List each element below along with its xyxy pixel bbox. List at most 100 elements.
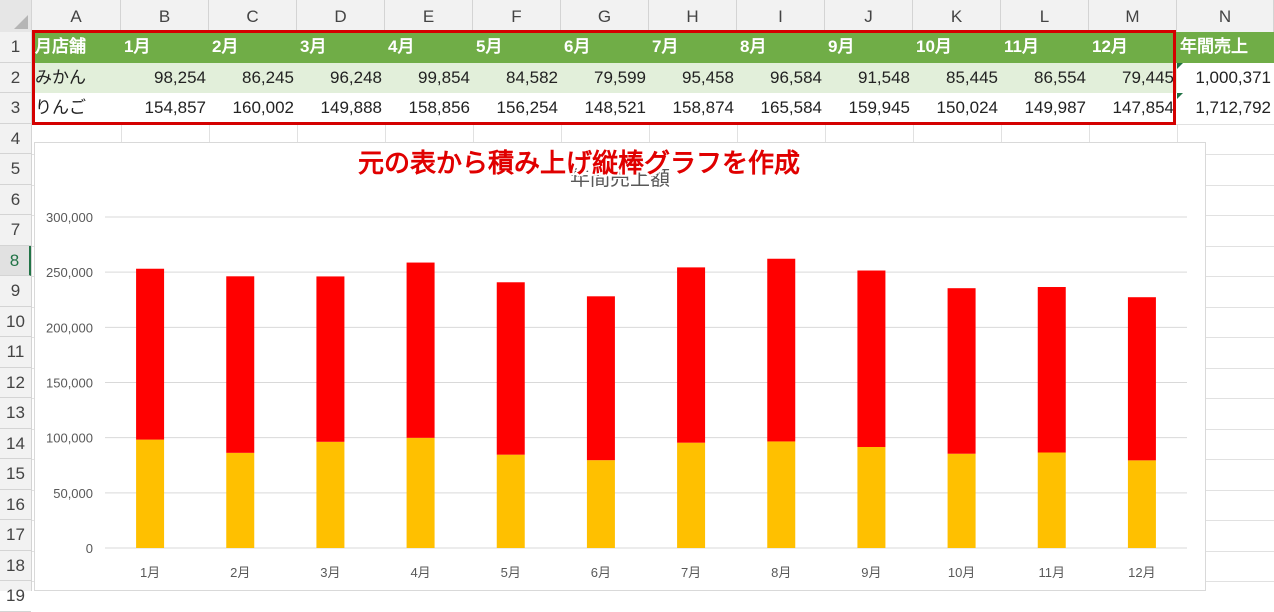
column-header-j[interactable]: J <box>825 0 913 32</box>
data-cell[interactable]: 86,554 <box>1001 62 1089 93</box>
column-header-l[interactable]: L <box>1001 0 1089 32</box>
data-cell[interactable]: みかん <box>32 62 121 93</box>
row-header-11[interactable]: 11 <box>0 337 31 368</box>
bar-segment[interactable] <box>136 268 165 440</box>
column-header-m[interactable]: M <box>1089 0 1177 32</box>
data-cell[interactable]: 148,521 <box>561 93 649 124</box>
header-cell[interactable]: 8月 <box>737 32 825 63</box>
data-cell[interactable]: 86,245 <box>209 62 297 93</box>
header-cell[interactable]: 年間売上 <box>1177 32 1274 63</box>
data-cell[interactable]: 154,857 <box>121 93 209 124</box>
bar-segment[interactable] <box>316 276 345 442</box>
column-header-g[interactable]: G <box>561 0 649 32</box>
data-cell[interactable]: 96,584 <box>737 62 825 93</box>
header-cell[interactable]: 4月 <box>385 32 473 63</box>
data-cell[interactable]: 158,856 <box>385 93 473 124</box>
data-cell[interactable]: 1,000,371 <box>1177 62 1274 93</box>
column-header-a[interactable]: A <box>32 0 121 32</box>
bar-segment[interactable] <box>1037 287 1066 453</box>
row-header-7[interactable]: 7 <box>0 215 31 246</box>
data-cell[interactable]: 1,712,792 <box>1177 93 1274 124</box>
column-header-e[interactable]: E <box>385 0 473 32</box>
row-header-9[interactable]: 9 <box>0 276 31 307</box>
row-header-18[interactable]: 18 <box>0 551 31 581</box>
row-header-8[interactable]: 8 <box>0 245 31 276</box>
header-cell[interactable]: 11月 <box>1001 32 1089 63</box>
bar-segment[interactable] <box>947 288 976 454</box>
header-cell[interactable]: 月店舗 <box>32 32 121 63</box>
data-cell[interactable]: 95,458 <box>649 62 737 93</box>
header-cell[interactable]: 7月 <box>649 32 737 63</box>
bar-segment[interactable] <box>586 296 615 461</box>
bar-segment[interactable] <box>406 262 435 438</box>
data-cell[interactable]: 159,945 <box>825 93 913 124</box>
column-header-f[interactable]: F <box>473 0 561 32</box>
select-all-button[interactable] <box>0 0 32 32</box>
data-cell[interactable]: 79,599 <box>561 62 649 93</box>
error-indicator[interactable] <box>1177 93 1183 99</box>
stacked-bar-chart[interactable]: 年間売上額 0 50,000 100,000 150,000 200,000 250,000… <box>35 143 1205 590</box>
row-header-12[interactable]: 12 <box>0 368 31 398</box>
data-cell[interactable]: 165,584 <box>737 93 825 124</box>
column-header-i[interactable]: I <box>737 0 825 32</box>
row-header-15[interactable]: 15 <box>0 459 31 490</box>
data-cell[interactable]: 149,987 <box>1001 93 1089 124</box>
header-cell[interactable]: 2月 <box>209 32 297 63</box>
header-cell[interactable]: 1月 <box>121 32 209 63</box>
bar-segment[interactable] <box>947 453 976 548</box>
column-header-k[interactable]: K <box>913 0 1001 32</box>
data-cell[interactable]: 85,445 <box>913 62 1001 93</box>
bar-segment[interactable] <box>857 270 886 447</box>
header-cell[interactable]: 3月 <box>297 32 385 63</box>
data-cell[interactable]: 96,248 <box>297 62 385 93</box>
row-header-10[interactable]: 10 <box>0 307 31 337</box>
data-cell[interactable]: 150,024 <box>913 93 1001 124</box>
bar-segment[interactable] <box>586 460 615 548</box>
bar-segment[interactable] <box>136 439 165 548</box>
bar-segment[interactable] <box>767 441 796 548</box>
data-cell[interactable]: 158,874 <box>649 93 737 124</box>
data-cell[interactable]: 99,854 <box>385 62 473 93</box>
header-cell[interactable]: 12月 <box>1089 32 1177 63</box>
bar-segment[interactable] <box>857 446 886 548</box>
data-cell[interactable]: 156,254 <box>473 93 561 124</box>
column-header-b[interactable]: B <box>121 0 209 32</box>
bar-segment[interactable] <box>226 276 255 453</box>
bar-segment[interactable] <box>316 441 345 548</box>
bar-segment[interactable] <box>496 454 525 548</box>
bar-segment[interactable] <box>677 442 706 548</box>
bar-segment[interactable] <box>1127 297 1156 461</box>
row-header-16[interactable]: 16 <box>0 490 31 520</box>
row-header-19[interactable]: 19 <box>0 581 31 612</box>
data-cell[interactable]: 91,548 <box>825 62 913 93</box>
bar-segment[interactable] <box>767 258 796 442</box>
data-cell[interactable]: 160,002 <box>209 93 297 124</box>
data-cell[interactable]: りんご <box>32 93 121 124</box>
row-header-3[interactable]: 3 <box>0 93 31 124</box>
row-header-17[interactable]: 17 <box>0 520 31 551</box>
column-header-n[interactable]: N <box>1177 0 1274 32</box>
bar-segment[interactable] <box>677 267 706 443</box>
header-cell[interactable]: 5月 <box>473 32 561 63</box>
bar-segment[interactable] <box>496 282 525 455</box>
header-cell[interactable]: 9月 <box>825 32 913 63</box>
data-cell[interactable]: 98,254 <box>121 62 209 93</box>
row-header-4[interactable]: 4 <box>0 124 31 154</box>
row-header-13[interactable]: 13 <box>0 398 31 429</box>
column-header-h[interactable]: H <box>649 0 737 32</box>
row-header-6[interactable]: 6 <box>0 185 31 215</box>
header-cell[interactable]: 10月 <box>913 32 1001 63</box>
bar-segment[interactable] <box>226 452 255 548</box>
row-header-5[interactable]: 5 <box>0 154 31 185</box>
column-header-d[interactable]: D <box>297 0 385 32</box>
column-header-c[interactable]: C <box>209 0 297 32</box>
bar-segment[interactable] <box>406 437 435 548</box>
row-header-14[interactable]: 14 <box>0 429 31 459</box>
bar-segment[interactable] <box>1127 460 1156 548</box>
data-cell[interactable]: 79,445 <box>1089 62 1177 93</box>
data-cell[interactable]: 147,854 <box>1089 93 1177 124</box>
chart-area[interactable]: 年間売上額 0 50,000 100,000 150,000 200,000 250,000… <box>34 142 1206 591</box>
row-header-1[interactable]: 1 <box>0 32 31 63</box>
data-cell[interactable]: 84,582 <box>473 62 561 93</box>
row-header-2[interactable]: 2 <box>0 63 31 93</box>
